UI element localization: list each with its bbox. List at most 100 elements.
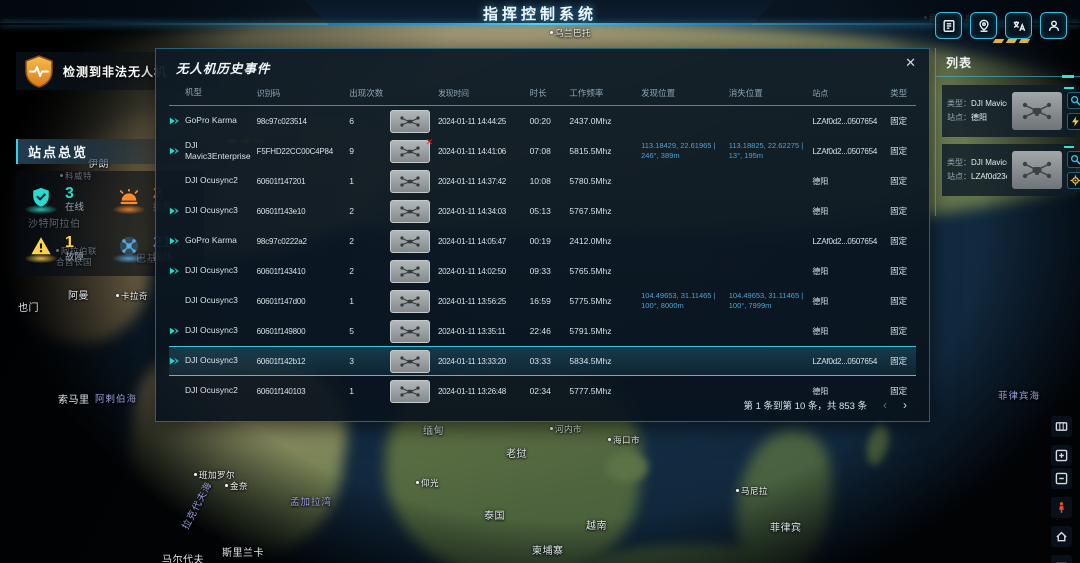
drone-card-actions xyxy=(1067,92,1080,130)
table-row[interactable]: GoPro Karma 98c97c023514 6 ✕ 2024-01-11 … xyxy=(169,106,916,136)
drone-card[interactable]: 类型：DJI Mavic(O... 站点：德阳 xyxy=(942,85,1080,137)
drone-card-info: 类型：DJI Mavic(O... 站点：LZAf0d23cf... xyxy=(947,156,1007,185)
table-row[interactable]: DJI Ocusync3 60601f147d00 1 ✕ 2024-01-11… xyxy=(169,286,916,316)
cell-model: DJI Ocusync3 xyxy=(184,355,238,366)
table-row[interactable]: DJI Mavic3Enterprise F5FHD22CC00C4P84 9 … xyxy=(169,136,916,166)
cell-frequency: 5834.5Mhz xyxy=(569,356,612,366)
cell-code: 60601f143e10 xyxy=(256,206,306,216)
cell-code: 60601f149800 xyxy=(256,326,306,336)
map-label: 阿剌伯海 xyxy=(95,394,138,405)
station-label: 站点： xyxy=(947,113,971,122)
type-label: 类型： xyxy=(947,157,971,167)
zoom-in-button[interactable] xyxy=(1051,445,1072,466)
pegman-icon xyxy=(1059,502,1064,513)
map-label: 菲律宾 xyxy=(770,523,802,534)
found-position-line1: 104.49653, 31.11465 | xyxy=(641,290,716,300)
drone-silhouette-icon xyxy=(400,325,420,337)
layers-map-button[interactable] xyxy=(1051,416,1072,437)
drone-thumbnail[interactable]: ✕ xyxy=(390,169,431,193)
map-label: 孟加拉湾 xyxy=(290,497,333,508)
track-arrow-icon[interactable] xyxy=(169,236,185,246)
cell-count: 3 xyxy=(349,356,355,366)
cell-count: 5 xyxy=(349,326,355,336)
col-count: 出现次数 xyxy=(349,88,384,98)
cell-thumbnail: ✕ xyxy=(390,199,438,223)
table-row[interactable]: DJI Ocusync2 60601f140103 1 ✕ 2024-01-11… xyxy=(169,376,916,406)
cell-station: 德阳 xyxy=(812,386,829,396)
track-arrow-icon[interactable] xyxy=(169,266,185,276)
action-button[interactable] xyxy=(1067,113,1080,130)
ruler-button[interactable] xyxy=(1051,555,1072,563)
track-arrow-icon[interactable] xyxy=(169,326,185,336)
drone-thumbnail[interactable]: ✕ xyxy=(390,137,433,163)
pegman-button[interactable] xyxy=(1051,497,1072,518)
drone-silhouette-icon xyxy=(400,205,420,217)
track-arrow-icon[interactable] xyxy=(169,116,185,126)
cell-station: 德阳 xyxy=(812,206,829,216)
drone-thumbnail[interactable]: ✕ xyxy=(390,199,431,223)
cell-frequency: 5780.5Mhz xyxy=(569,176,612,186)
drone-thumbnail[interactable]: ✕ xyxy=(390,289,431,313)
drone-thumbnail[interactable]: ✕ xyxy=(390,259,431,283)
stat-fault[interactable]: 1 故障 xyxy=(24,234,112,263)
table-row[interactable]: GoPro Karma 98c97c0222a2 2 ✕ 2024-01-11 … xyxy=(169,226,916,256)
drone-card[interactable]: 类型：DJI Mavic(O... 站点：LZAf0d23cf... xyxy=(942,144,1080,196)
home-button[interactable] xyxy=(1051,526,1072,547)
cell-found-time: 2024-01-11 13:33:20 xyxy=(437,356,506,366)
table-row[interactable]: DJI Ocusync2 60601f147201 1 ✕ 2024-01-11… xyxy=(169,166,916,196)
stat-online[interactable]: 3 在线 xyxy=(24,185,112,214)
drone-silhouette-icon xyxy=(400,175,420,187)
cell-code: F5FHD22CC00C4P84 xyxy=(256,146,334,156)
magnifier-icon xyxy=(1071,155,1080,165)
drone-thumbnail[interactable]: ✕ xyxy=(390,349,431,373)
user-button[interactable] xyxy=(1040,12,1067,39)
table-row[interactable]: DJI Ocusync3 60601f149800 5 ✕ 2024-01-11… xyxy=(169,316,916,346)
cell-found-time: 2024-01-11 13:35:11 xyxy=(437,326,506,336)
cell-count: 2 xyxy=(349,266,355,276)
zoom-out-button[interactable] xyxy=(1051,468,1072,489)
track-arrow-icon[interactable] xyxy=(169,206,185,216)
drone-silhouette-icon xyxy=(400,145,420,157)
language-button[interactable] xyxy=(1005,12,1032,39)
cell-model: DJI Ocusync3 xyxy=(184,265,238,276)
location-pin-icon xyxy=(978,19,989,32)
cell-model: GoPro Karma xyxy=(184,115,237,126)
cell-code: 60601f147d00 xyxy=(256,296,306,306)
drone-thumbnail[interactable]: ✕ xyxy=(390,379,431,403)
cell-found-time: 2024-01-11 14:34:03 xyxy=(437,206,506,216)
inspect-button[interactable] xyxy=(1067,151,1080,168)
track-arrow-icon[interactable] xyxy=(169,356,185,366)
cell-count: 9 xyxy=(349,146,355,156)
next-page-icon[interactable]: › xyxy=(903,398,907,412)
cell-duration: 16:59 xyxy=(529,296,551,306)
inspect-button[interactable] xyxy=(1067,92,1080,109)
lost-position-line2: 100°, 7999m xyxy=(728,301,772,310)
drone-thumbnail[interactable]: ✕ xyxy=(390,229,431,253)
locate-button[interactable] xyxy=(1067,172,1080,189)
cell-found-time: 2024-01-11 14:37:42 xyxy=(437,176,506,186)
deco-dashes xyxy=(992,39,1031,43)
cell-frequency: 5765.5Mhz xyxy=(569,266,612,276)
cell-found-position: 113.18429, 22.61965 | 246°, 389m xyxy=(641,141,729,161)
table-row[interactable]: DJI Ocusync3 60601f142b12 3 ✕ 2024-01-11… xyxy=(169,346,916,376)
table-row[interactable]: DJI Ocusync3 60601f143410 2 ✕ 2024-01-11… xyxy=(169,256,916,286)
cell-duration: 03:33 xyxy=(529,356,551,366)
cell-type: 固定 xyxy=(890,386,908,396)
location-button[interactable] xyxy=(970,12,997,39)
map-label: 也门 xyxy=(18,303,39,314)
cell-code: 60601f142b12 xyxy=(256,356,306,366)
map-label: 班加罗尔 xyxy=(194,469,235,481)
drone-thumbnail[interactable]: ✕ xyxy=(390,319,431,343)
cell-thumbnail: ✕ xyxy=(390,169,438,193)
top-header-center xyxy=(305,0,775,25)
table-row[interactable]: DJI Ocusync3 60601f143e10 2 ✕ 2024-01-11… xyxy=(169,196,916,226)
map-label: 海口市 xyxy=(608,434,640,446)
track-arrow-icon[interactable] xyxy=(169,146,185,156)
drone-photo-icon xyxy=(1022,161,1052,179)
close-icon[interactable]: ✕ xyxy=(905,55,916,70)
prev-page-icon[interactable]: ‹ xyxy=(883,398,887,412)
drone-silhouette-icon xyxy=(400,235,420,247)
cell-frequency: 5791.5Mhz xyxy=(569,326,612,336)
log-button[interactable] xyxy=(935,12,962,39)
drone-thumbnail[interactable]: ✕ xyxy=(390,109,431,133)
